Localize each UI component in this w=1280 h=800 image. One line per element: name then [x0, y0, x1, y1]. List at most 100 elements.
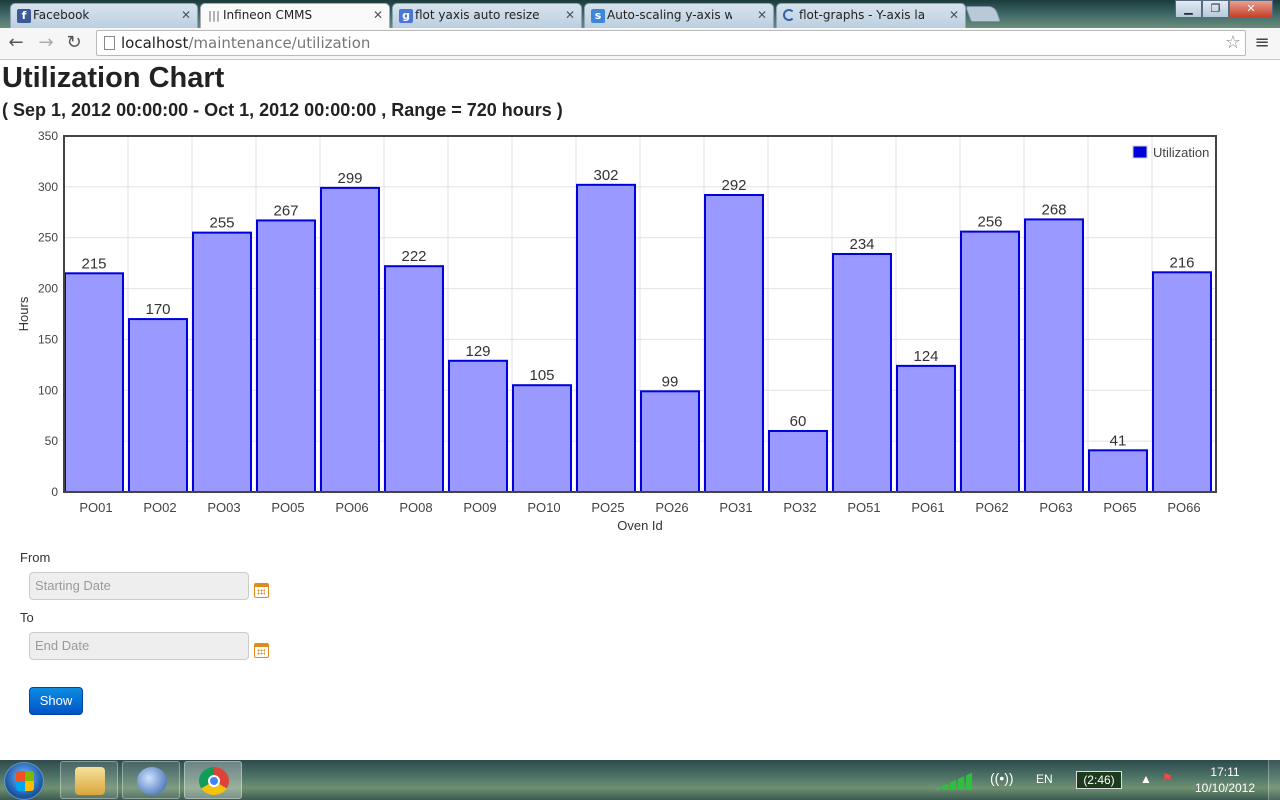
browser-toolbar: ← → ↻ localhost/maintenance/utilization …: [0, 28, 1280, 60]
y-axis-label: Hours: [16, 296, 31, 331]
browser-tabstrip: f Facebook ✕ ||| Infineon CMMS ✕ g flot …: [0, 0, 1280, 28]
bar-value-label: 255: [209, 215, 234, 232]
windows-logo-icon: [16, 771, 34, 791]
bar-value-label: 268: [1041, 201, 1066, 218]
bar: [577, 185, 635, 492]
bar: [513, 385, 571, 492]
language-indicator[interactable]: EN: [1036, 772, 1053, 786]
maximize-button[interactable]: ❐: [1202, 0, 1229, 18]
to-label: To: [20, 610, 34, 625]
x-axis-label: Oven Id: [617, 518, 663, 533]
reload-icon[interactable]: ↻: [62, 32, 86, 56]
x-tick-label: PO26: [655, 500, 688, 515]
x-tick-label: PO25: [591, 500, 624, 515]
wireless-icon[interactable]: ((•)): [990, 770, 1014, 786]
bookmark-star-icon[interactable]: ☆: [1225, 31, 1241, 55]
close-tab-icon[interactable]: ✕: [565, 8, 575, 22]
page-content: Utilization Chart ( Sep 1, 2012 00:00:00…: [0, 61, 1280, 760]
loading-icon: [783, 9, 795, 21]
x-tick-label: PO63: [1039, 500, 1072, 515]
calendar-icon[interactable]: [254, 643, 269, 658]
folder-icon: [75, 767, 105, 795]
browser-tab-auto-scaling[interactable]: s Auto-scaling y-axis with fil ✕: [584, 3, 774, 28]
close-tab-icon[interactable]: ✕: [757, 8, 767, 22]
show-desktop-button[interactable]: [1268, 760, 1280, 800]
action-center-flag-icon[interactable]: ⚑: [1162, 771, 1173, 785]
browser-tab-facebook[interactable]: f Facebook ✕: [10, 3, 198, 28]
y-tick-label: 300: [38, 180, 58, 194]
x-tick-label: PO61: [911, 500, 944, 515]
y-tick-label: 100: [38, 383, 58, 397]
page-subtitle: ( Sep 1, 2012 00:00:00 - Oct 1, 2012 00:…: [2, 100, 563, 121]
new-tab-button[interactable]: [965, 6, 1001, 22]
bar-value-label: 41: [1110, 432, 1127, 449]
x-tick-label: PO05: [271, 500, 304, 515]
bar-value-label: 129: [465, 343, 490, 360]
back-arrow-icon[interactable]: ←: [4, 32, 28, 56]
bar: [129, 319, 187, 492]
bar: [193, 233, 251, 492]
page-icon: [104, 36, 115, 50]
facebook-icon: f: [17, 9, 31, 23]
window-close-button[interactable]: ✕: [1229, 0, 1273, 18]
bar-value-label: 105: [529, 367, 554, 384]
bar: [1153, 272, 1211, 492]
bar: [641, 391, 699, 492]
show-hidden-icons-arrow[interactable]: ▲: [1140, 772, 1152, 786]
bar: [897, 366, 955, 492]
bar-value-label: 256: [977, 214, 1002, 231]
bar-value-label: 124: [913, 348, 938, 365]
x-tick-label: PO62: [975, 500, 1008, 515]
battery-time: (2:46): [1083, 773, 1114, 787]
page-title: Utilization Chart: [2, 62, 224, 95]
y-tick-label: 200: [38, 282, 58, 296]
close-tab-icon[interactable]: ✕: [181, 8, 191, 22]
tab-title: Auto-scaling y-axis with fil: [607, 8, 732, 22]
url-path: /maintenance/utilization: [188, 34, 370, 52]
bars-icon: |||: [207, 9, 221, 23]
bar: [1025, 219, 1083, 492]
bar: [385, 266, 443, 492]
bar: [833, 254, 891, 492]
bar: [769, 431, 827, 492]
close-tab-icon[interactable]: ✕: [949, 8, 959, 22]
bar-value-label: 215: [81, 255, 106, 272]
taskbar-explorer[interactable]: [60, 761, 118, 799]
bar: [321, 188, 379, 492]
wrench-menu-icon[interactable]: ≡: [1252, 34, 1272, 54]
start-button[interactable]: [4, 762, 44, 800]
browser-tab-flot-graphs[interactable]: flot-graphs - Y-axis labels r ✕: [776, 3, 966, 28]
calendar-icon[interactable]: [254, 583, 269, 598]
close-tab-icon[interactable]: ✕: [373, 8, 383, 22]
taskbar-clock[interactable]: 17:11 10/10/2012: [1192, 764, 1258, 796]
battery-indicator[interactable]: (2:46): [1076, 771, 1122, 789]
end-date-input[interactable]: End Date: [29, 632, 249, 660]
tab-title: Facebook: [33, 8, 89, 22]
y-tick-label: 250: [38, 231, 58, 245]
show-button[interactable]: Show: [29, 687, 83, 715]
tab-title: Infineon CMMS: [223, 8, 312, 22]
x-tick-label: PO31: [719, 500, 752, 515]
legend-label: Utilization: [1153, 145, 1209, 160]
taskbar-chrome[interactable]: [184, 761, 242, 799]
address-bar[interactable]: localhost/maintenance/utilization ☆: [96, 30, 1246, 56]
minimize-button[interactable]: ▁: [1175, 0, 1202, 18]
from-label: From: [20, 550, 50, 565]
y-tick-label: 50: [45, 434, 59, 448]
x-tick-label: PO02: [143, 500, 176, 515]
clock-time: 17:11: [1192, 764, 1258, 780]
bar: [1089, 450, 1147, 492]
x-tick-label: PO09: [463, 500, 496, 515]
browser-tab-infineon-cmms[interactable]: ||| Infineon CMMS ✕: [200, 3, 390, 29]
url-host: localhost: [121, 34, 188, 52]
signal-strength-icon[interactable]: [934, 770, 978, 790]
forward-arrow-icon[interactable]: →: [34, 32, 58, 56]
taskbar-thunderbird[interactable]: [122, 761, 180, 799]
start-date-input[interactable]: Starting Date: [29, 572, 249, 600]
clock-date: 10/10/2012: [1192, 780, 1258, 796]
stackoverflow-icon: s: [591, 9, 605, 23]
bar-value-label: 234: [849, 236, 874, 253]
x-tick-label: PO08: [399, 500, 432, 515]
y-tick-label: 350: [38, 129, 58, 143]
browser-tab-google-search[interactable]: g flot yaxis auto resize - Goo ✕: [392, 3, 582, 28]
